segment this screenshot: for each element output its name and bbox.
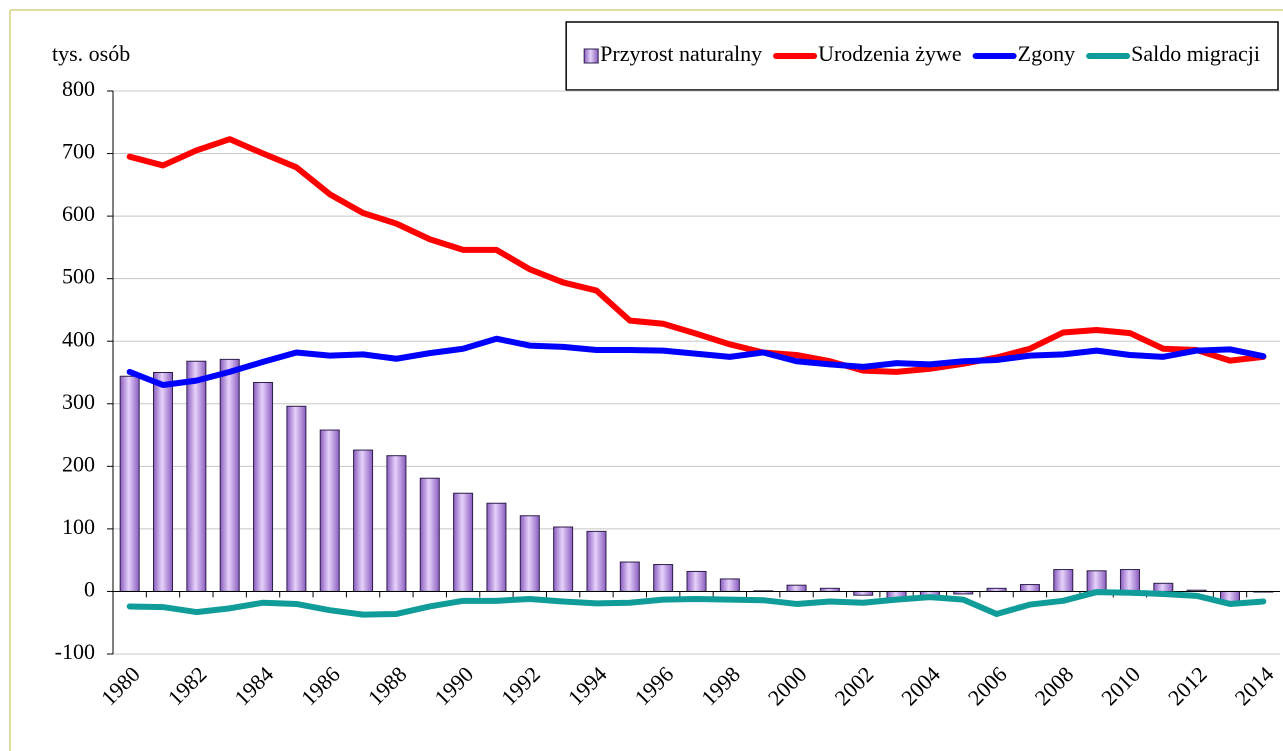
bar <box>386 455 407 592</box>
legend-label: Urodzenia żywe <box>818 41 962 66</box>
y-tick-label: 700 <box>62 139 95 164</box>
y-tick-label: 300 <box>62 389 95 414</box>
x-tick-label: 2014 <box>1230 661 1279 710</box>
x-tick-label: 1986 <box>296 661 345 710</box>
bar <box>453 492 474 592</box>
bar <box>286 405 307 592</box>
y-tick-label: 800 <box>62 76 95 101</box>
bar <box>553 526 574 592</box>
bar <box>486 502 507 592</box>
x-tick-label: 2008 <box>1030 661 1079 710</box>
legend-label: Zgony <box>1018 41 1075 66</box>
bar <box>219 358 240 592</box>
line-series <box>126 136 1267 375</box>
bar <box>1086 570 1107 592</box>
bar <box>719 578 740 592</box>
bar <box>186 360 207 592</box>
bar <box>1053 569 1074 592</box>
legend: Przyrost naturalny Urodzenia żywe Zgony Sal… <box>565 21 1279 91</box>
legend-label: Saldo migracji <box>1131 41 1260 66</box>
y-tick-label: 600 <box>62 201 95 226</box>
x-tick-label: 2004 <box>896 661 945 710</box>
bar <box>1019 584 1040 592</box>
bar <box>653 564 674 592</box>
x-tick-label: 1996 <box>629 661 678 710</box>
bar <box>353 449 374 592</box>
y-tick-label: -100 <box>55 639 95 664</box>
x-tick-label: 1990 <box>429 661 478 710</box>
x-tick-label: 1984 <box>229 661 278 710</box>
bar <box>586 530 607 592</box>
y-tick-label: 100 <box>62 514 95 539</box>
bar <box>786 584 807 592</box>
x-tick-label: 1980 <box>96 661 145 710</box>
bar <box>619 561 640 592</box>
legend-box <box>565 21 1279 91</box>
bar <box>1119 569 1140 592</box>
x-tick-label: 2010 <box>1096 661 1145 710</box>
y-tick-label: 0 <box>84 576 95 601</box>
x-tick-label: 2002 <box>830 661 879 710</box>
x-tick-label: 1994 <box>563 661 612 710</box>
bar <box>686 570 707 592</box>
bar <box>319 429 340 592</box>
y-tick-label: 400 <box>62 326 95 351</box>
x-tick-label: 1982 <box>163 661 212 710</box>
bar <box>419 477 440 592</box>
y-tick-label: 500 <box>62 264 95 289</box>
legend-label: Przyrost naturalny <box>600 41 762 66</box>
line-series <box>126 335 1267 389</box>
bar <box>853 590 874 596</box>
y-tick-label: 200 <box>62 451 95 476</box>
bar <box>253 382 274 592</box>
x-tick-label: 2006 <box>963 661 1012 710</box>
x-tick-label: 2000 <box>763 661 812 710</box>
x-tick-label: 2012 <box>1163 661 1212 710</box>
x-tick-label: 1998 <box>696 661 745 710</box>
x-tick-label: 1992 <box>496 661 545 710</box>
legend-swatch <box>583 48 599 64</box>
bar <box>153 372 174 592</box>
line-series <box>126 589 1267 618</box>
y-axis-label: tys. osób <box>52 41 130 66</box>
bar <box>1153 582 1174 592</box>
bar <box>519 515 540 592</box>
bar <box>119 375 140 592</box>
x-tick-label: 1988 <box>363 661 412 710</box>
